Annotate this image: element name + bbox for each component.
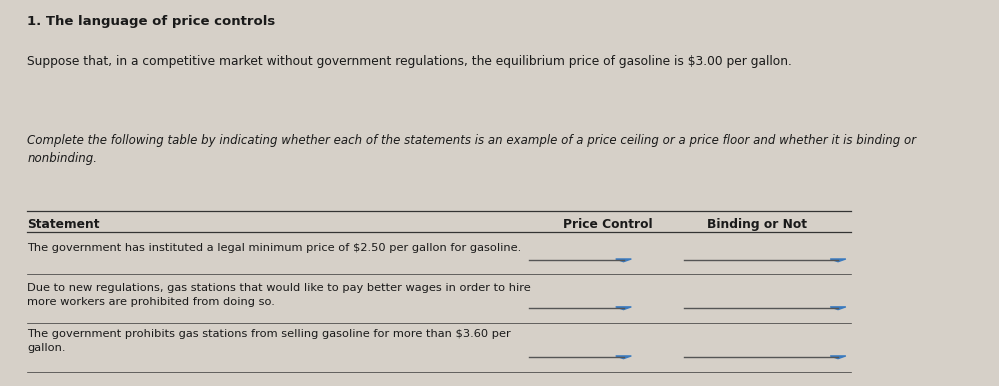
Polygon shape [830,259,846,262]
Polygon shape [615,356,631,359]
Text: Binding or Not: Binding or Not [706,218,807,231]
Text: Suppose that, in a competitive market without government regulations, the equili: Suppose that, in a competitive market wi… [27,55,792,68]
Text: The government prohibits gas stations from selling gasoline for more than $3.60 : The government prohibits gas stations fr… [27,329,510,353]
Text: Statement: Statement [27,218,100,231]
Text: Due to new regulations, gas stations that would like to pay better wages in orde: Due to new regulations, gas stations tha… [27,283,530,307]
Polygon shape [615,259,631,262]
Polygon shape [615,307,631,310]
Text: Complete the following table by indicating whether each of the statements is an : Complete the following table by indicati… [27,134,916,165]
Polygon shape [830,307,846,310]
Text: Price Control: Price Control [563,218,653,231]
Polygon shape [830,356,846,359]
Text: 1. The language of price controls: 1. The language of price controls [27,15,276,28]
Text: The government has instituted a legal minimum price of $2.50 per gallon for gaso: The government has instituted a legal mi… [27,243,521,253]
